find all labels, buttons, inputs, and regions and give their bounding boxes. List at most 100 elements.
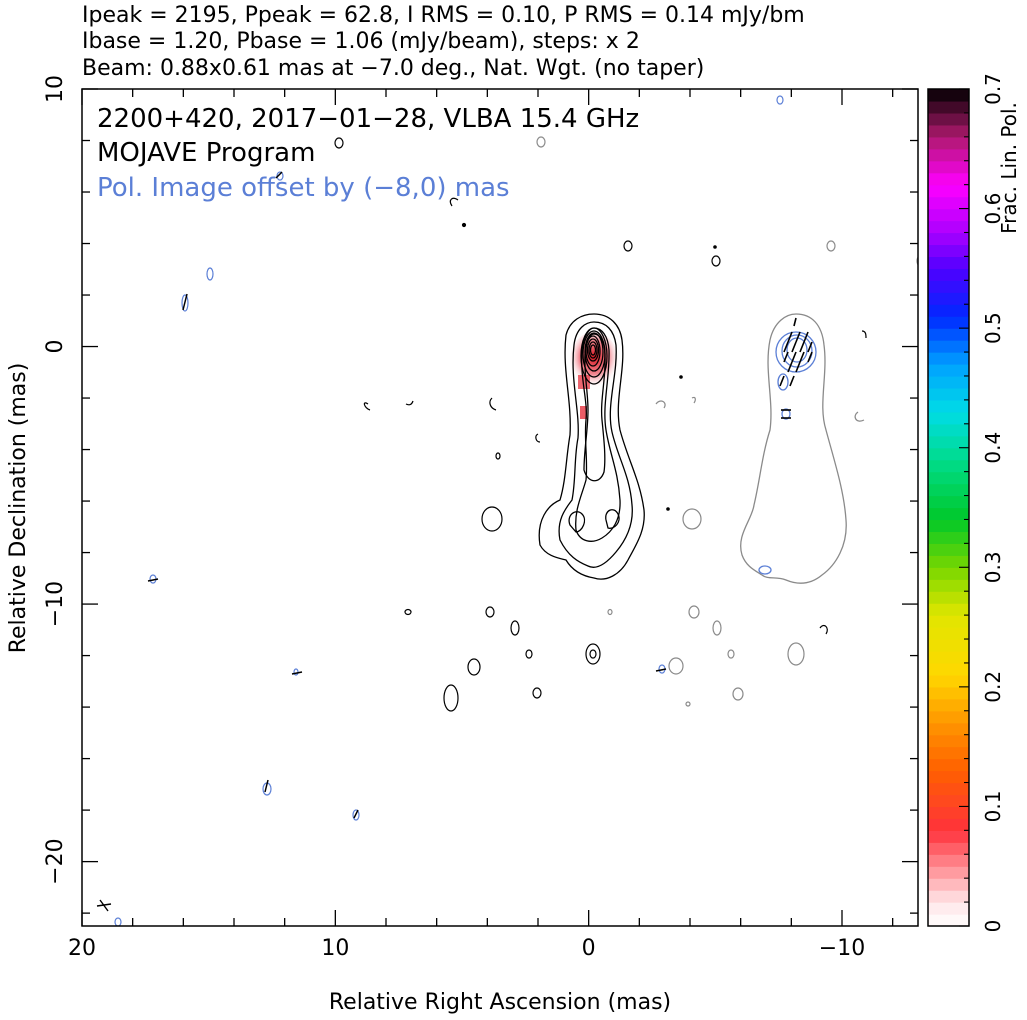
colorbar-tick-label: 0.3	[981, 551, 1005, 583]
colorbar: 0 0.1 0.2 0.3 0.4 0.5 0.6 0.7 Frac. Lin. Pol.	[927, 73, 1021, 933]
colorbar-strip	[928, 292, 969, 305]
colorbar-strip	[928, 268, 969, 281]
x-tick-label: 0	[582, 936, 596, 961]
colorbar-strip	[928, 854, 969, 867]
colorbar-strip	[928, 722, 969, 736]
chart-title: 2200+420, 2017−01−28, VLBA 15.4 GHz	[97, 104, 639, 134]
colorbar-tick-label: 0	[981, 920, 1005, 933]
y-tick-label: 10	[43, 75, 68, 103]
colorbar-strip	[928, 650, 969, 664]
colorbar-strip	[928, 902, 969, 915]
colorbar-strip	[928, 196, 969, 210]
colorbar-strip	[928, 220, 969, 234]
noise-evpa-ticks	[147, 171, 667, 819]
beam-cross	[96, 899, 112, 912]
colorbar-strip	[928, 375, 969, 389]
colorbar-strip	[928, 447, 969, 461]
colorbar-strip	[928, 662, 969, 676]
y-axis-label: Relative Declination (mas)	[6, 363, 31, 654]
colorbar-strip	[928, 710, 969, 724]
colorbar-strip	[928, 160, 969, 174]
colorbar-strip	[928, 387, 969, 401]
colorbar-strip	[928, 674, 969, 688]
header-line-2: Ibase = 1.20, Pbase = 1.06 (mJy/beam), s…	[82, 29, 640, 54]
colorbar-strip	[928, 423, 969, 437]
y-tick-label: −10	[43, 581, 68, 627]
x-tick-label: 10	[321, 936, 349, 961]
colorbar-strip	[928, 615, 969, 628]
colorbar-strip	[928, 316, 969, 329]
colorbar-strip	[928, 543, 969, 556]
image-area	[96, 95, 918, 926]
axis-tick-labels: 20 10 0 −10 10 0 −10 −20	[43, 75, 865, 961]
colorbar-strip	[928, 172, 969, 186]
header-line-3: Beam: 0.88x0.61 mas at −7.0 deg., Nat. W…	[82, 56, 704, 81]
y-tick-label: 0	[43, 340, 68, 354]
colorbar-strip	[928, 794, 969, 808]
x-tick-label: −10	[819, 936, 865, 961]
colorbar-strip	[928, 495, 969, 509]
colorbar-label: Frac. Lin. Pol.	[997, 102, 1021, 234]
colorbar-strip	[928, 914, 969, 927]
colorbar-strip	[928, 256, 969, 269]
colorbar-strip	[928, 89, 969, 102]
colorbar-strip	[928, 124, 969, 138]
colorbar-frame	[927, 88, 970, 927]
plot-frame	[81, 88, 919, 927]
colorbar-tick-label: 0.6	[981, 193, 1005, 225]
colorbar-strip	[928, 208, 969, 222]
colorbar-tick-label: 0.1	[981, 791, 1005, 823]
colorbar-tick-label: 0.4	[981, 432, 1005, 464]
noise-contours-blue	[114, 95, 784, 926]
colorbar-strip	[928, 112, 969, 126]
colorbar-strip	[928, 328, 969, 341]
colorbar-strip	[928, 782, 969, 796]
colorbar-strip	[928, 471, 969, 485]
frac-pol-fill-core	[570, 332, 618, 388]
colorbar-strip	[928, 148, 969, 162]
colorbar-strip	[928, 100, 969, 114]
colorbar-strip	[928, 507, 969, 521]
x-axis-label: Relative Right Ascension (mas)	[329, 990, 671, 1015]
colorbar-strip	[928, 734, 969, 748]
colorbar-strip	[928, 411, 969, 425]
colorbar-strip	[928, 399, 969, 413]
evpa-ticks	[779, 317, 813, 419]
colorbar-strip	[928, 304, 969, 317]
colorbar-strip	[928, 686, 969, 700]
colorbar-tick-label: 0.5	[981, 312, 1005, 344]
colorbar-strip	[928, 184, 969, 198]
colorbar-strip	[928, 364, 969, 377]
axis-ticks	[81, 88, 918, 926]
colorbar-strip	[928, 232, 969, 246]
chart-subtitle: MOJAVE Program	[97, 138, 315, 168]
colorbar-strip	[928, 483, 969, 497]
colorbar-strip	[928, 842, 969, 855]
colorbar-strip	[928, 627, 969, 640]
colorbar-tick-label: 0.7	[981, 73, 1005, 105]
frac-pol-fill-patch-2	[580, 406, 587, 419]
colorbar-strip	[928, 758, 969, 772]
pol-offset-annotation: Pol. Image offset by (−8,0) mas	[97, 173, 510, 203]
colorbar-strip	[928, 746, 969, 760]
colorbar-strip	[928, 878, 969, 891]
colorbar-strip	[928, 519, 969, 533]
colorbar-strip	[928, 340, 969, 353]
colorbar-strip	[928, 555, 969, 568]
colorbar-strip	[928, 818, 969, 831]
colorbar-strip	[928, 806, 969, 819]
noise-contours-black	[334, 137, 867, 712]
colorbar-strip	[928, 698, 969, 712]
stokes-i-contours	[538, 313, 645, 580]
colorbar-strip	[928, 591, 969, 604]
x-tick-label: 20	[68, 936, 96, 961]
colorbar-strip	[928, 830, 969, 843]
colorbar-strip	[928, 531, 969, 544]
header-line-1: Ipeak = 2195, Ppeak = 62.8, I RMS = 0.10…	[82, 3, 805, 28]
colorbar-strip	[928, 352, 969, 365]
colorbar-strip	[928, 567, 969, 580]
colorbar-strip	[928, 579, 969, 592]
colorbar-strip	[928, 459, 969, 473]
colorbar-strip	[928, 435, 969, 449]
